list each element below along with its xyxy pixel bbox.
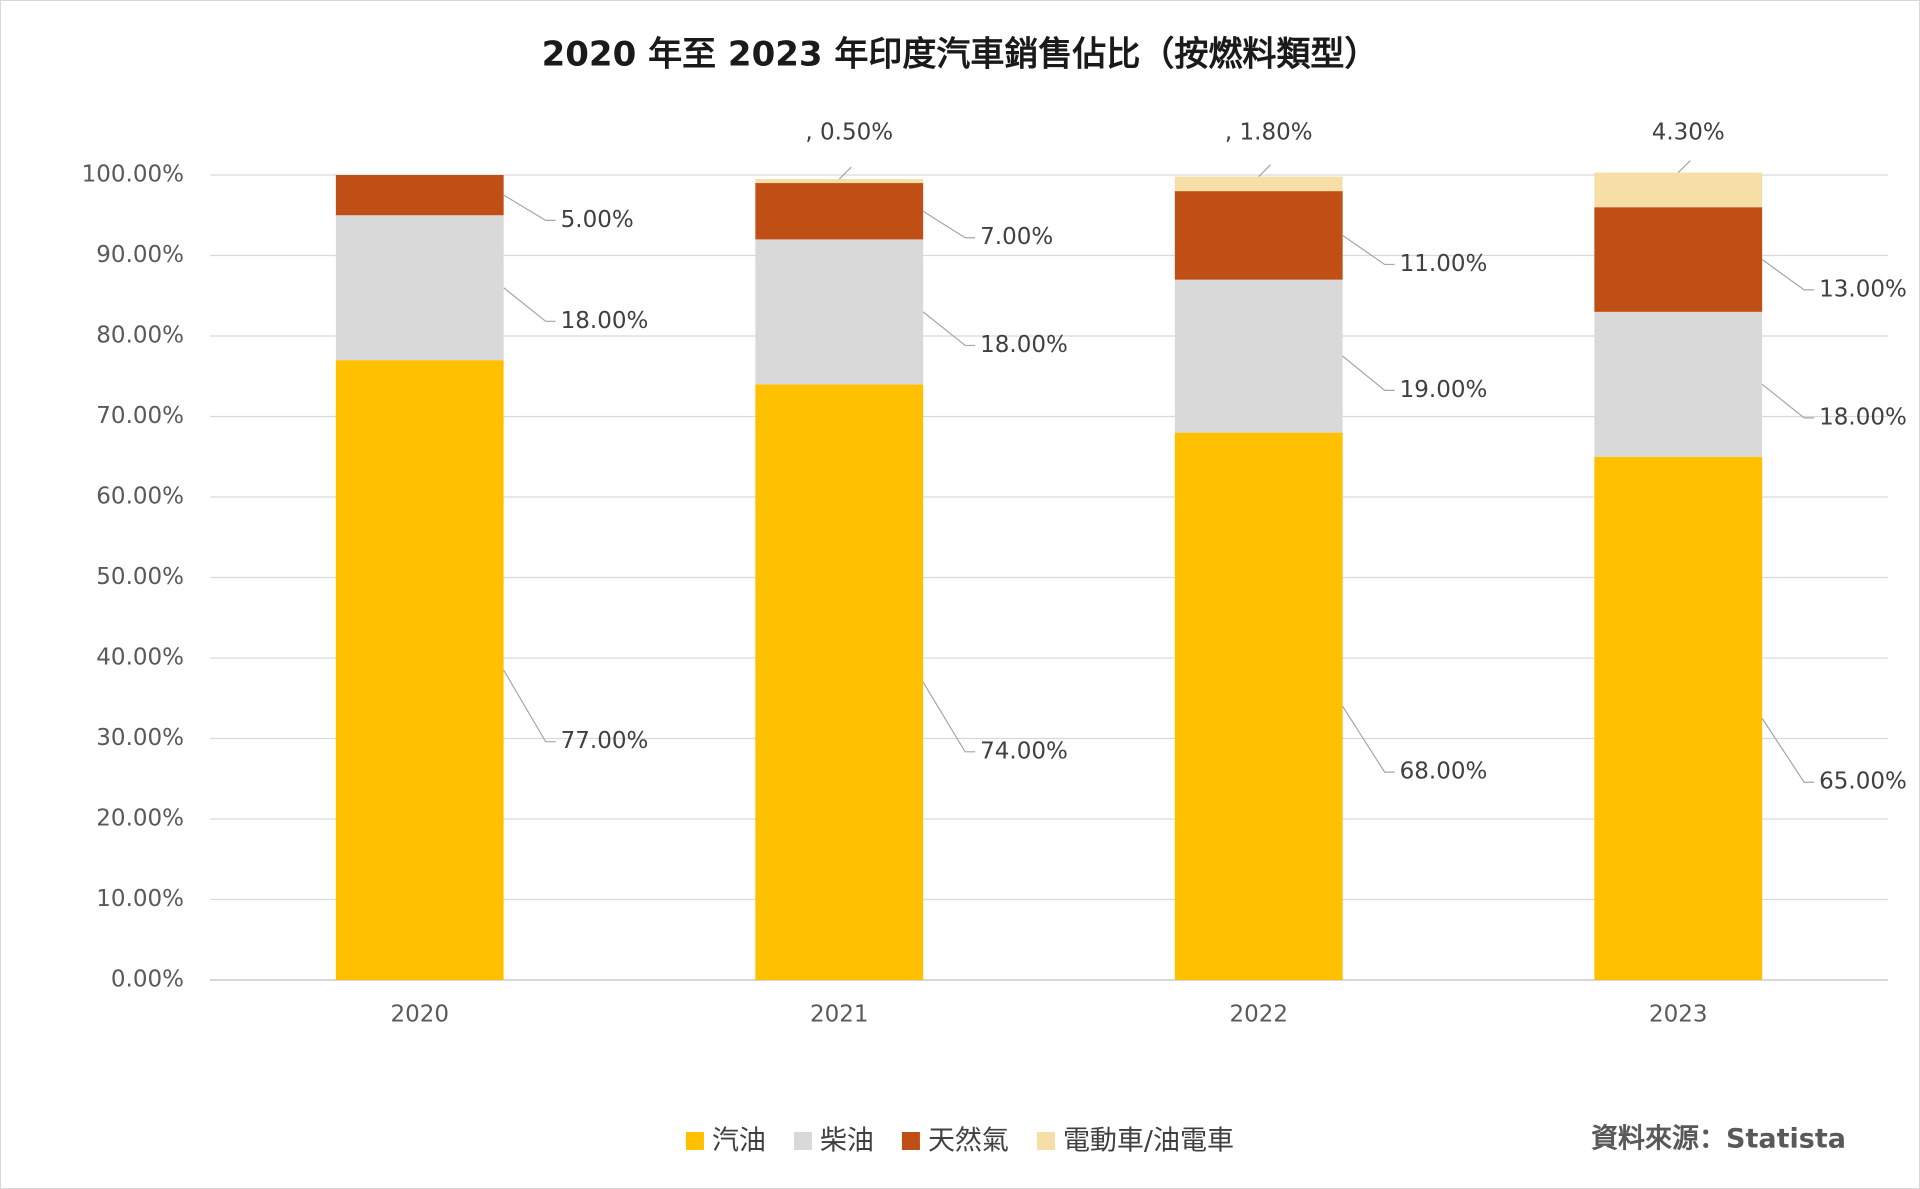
y-tick-label: 10.00% — [96, 886, 184, 912]
bar-segment — [755, 239, 924, 385]
data-label: 18.00% — [561, 308, 649, 334]
leader-line — [1258, 164, 1272, 178]
bar-segment — [755, 384, 924, 980]
leader-line — [1761, 259, 1815, 291]
x-tick-label: 2022 — [1229, 1002, 1288, 1028]
data-label: , 1.80% — [1225, 120, 1313, 146]
y-tick-label: 50.00% — [96, 564, 184, 590]
leader-line — [503, 194, 556, 221]
legend-swatch — [901, 1132, 920, 1150]
leader-line — [838, 166, 852, 180]
data-label: 19.00% — [1400, 377, 1488, 403]
y-tick-label: 90.00% — [96, 242, 184, 268]
data-label: 4.30% — [1652, 120, 1725, 146]
y-tick-label: 40.00% — [96, 645, 184, 671]
bar-segment — [755, 179, 924, 184]
y-tick-label: 80.00% — [96, 323, 184, 349]
data-label: 18.00% — [1819, 404, 1907, 430]
bar-segment — [1594, 207, 1763, 312]
leader-line — [503, 287, 556, 322]
data-label: , 0.50% — [805, 120, 893, 146]
y-tick-label: 30.00% — [96, 725, 184, 751]
bar-segment — [1174, 432, 1343, 981]
legend-label: 天然氣 — [928, 1126, 1009, 1157]
leader-line — [922, 681, 976, 753]
legend-label: 柴油 — [820, 1126, 874, 1157]
legend-swatch — [793, 1132, 812, 1150]
leader-line — [922, 311, 976, 347]
y-tick-label: 60.00% — [96, 484, 184, 510]
legend-swatch — [1036, 1132, 1055, 1150]
leader-line — [1342, 355, 1395, 391]
data-label: 65.00% — [1819, 769, 1907, 795]
data-label: 74.00% — [980, 738, 1068, 764]
data-label: 5.00% — [561, 207, 634, 233]
leader-line — [1761, 383, 1815, 419]
bar-segment — [335, 175, 504, 216]
legend-label: 電動車/油電車 — [1063, 1126, 1234, 1157]
bar-segment — [1174, 176, 1343, 192]
bar-segment — [755, 183, 924, 240]
bar-segment — [1174, 191, 1343, 280]
leader-line — [503, 669, 556, 743]
data-label: 11.00% — [1400, 251, 1488, 277]
leader-line — [1677, 160, 1691, 174]
data-label: 68.00% — [1400, 759, 1488, 785]
legend-label: 汽油 — [712, 1126, 766, 1157]
y-tick-label: 100.00% — [82, 162, 184, 188]
bar-segment — [335, 215, 504, 361]
bar-segment — [335, 360, 504, 980]
y-tick-label: 70.00% — [96, 403, 184, 429]
x-tick-label: 2021 — [810, 1002, 869, 1028]
x-tick-label: 2020 — [390, 1002, 449, 1028]
data-label: 7.00% — [980, 224, 1053, 250]
bar-segment — [1174, 279, 1343, 433]
leader-line — [922, 210, 976, 239]
chart-title: 2020 年至 2023 年印度汽車銷售佔比（按燃料類型） — [542, 35, 1379, 75]
leader-line — [1342, 234, 1395, 266]
data-label: 13.00% — [1819, 276, 1907, 302]
legend-swatch — [685, 1132, 704, 1150]
source: 資料來源：Statista — [1591, 1124, 1846, 1155]
leader-line — [1761, 718, 1815, 783]
x-tick-label: 2023 — [1649, 1002, 1708, 1028]
bar-segment — [1594, 172, 1763, 208]
leader-line — [1342, 705, 1395, 773]
y-tick-label: 20.00% — [96, 806, 184, 832]
data-label: 18.00% — [980, 332, 1068, 358]
y-tick-label: 0.00% — [111, 967, 184, 993]
bar-segment — [1594, 311, 1763, 457]
bar-segment — [1594, 456, 1763, 980]
data-label: 77.00% — [561, 728, 649, 754]
